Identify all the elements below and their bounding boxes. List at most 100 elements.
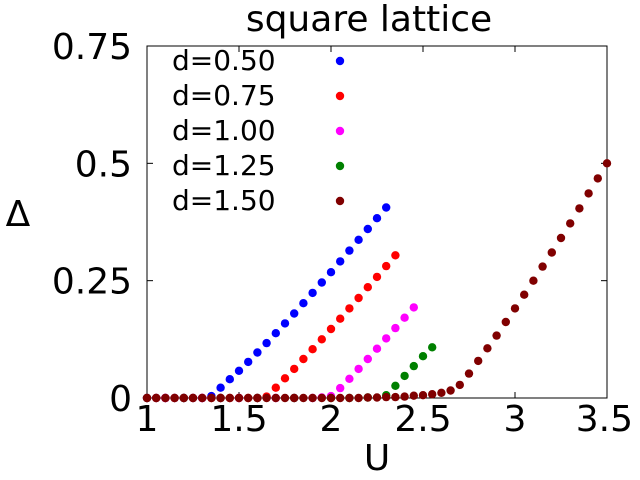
data-point — [336, 383, 345, 393]
data-point — [271, 393, 280, 403]
data-point — [428, 390, 437, 399]
y-tick-label: 0.25 — [52, 262, 132, 303]
data-point — [520, 290, 529, 299]
data-point — [575, 204, 584, 213]
data-point — [363, 354, 372, 364]
data-point — [326, 268, 336, 277]
data-point — [556, 233, 566, 243]
data-point — [336, 314, 345, 323]
data-point — [382, 203, 391, 212]
data-point — [372, 272, 382, 282]
data-point — [382, 334, 391, 343]
data-point — [409, 391, 418, 400]
data-point — [280, 319, 290, 328]
data-point — [354, 393, 363, 403]
y-axis-label: Δ — [6, 194, 31, 235]
data-point — [593, 174, 602, 183]
data-point — [336, 393, 345, 403]
data-point — [363, 224, 372, 234]
data-point — [225, 375, 234, 384]
data-point — [161, 393, 170, 403]
data-point — [290, 364, 299, 374]
data-point — [262, 393, 271, 403]
data-point — [538, 262, 547, 271]
data-point — [317, 335, 326, 344]
data-point — [391, 392, 400, 402]
legend-label: d=0.50 — [172, 44, 276, 77]
y-tick-label: 0.75 — [52, 27, 132, 68]
data-point — [280, 374, 290, 383]
data-point — [326, 324, 336, 334]
data-point — [253, 393, 262, 403]
data-point — [446, 386, 455, 395]
data-point — [188, 393, 198, 403]
data-point — [170, 393, 179, 403]
data-point — [280, 393, 290, 403]
data-point — [372, 344, 382, 353]
legend-label: d=1.25 — [172, 149, 276, 182]
data-point — [566, 219, 575, 228]
data-point — [216, 383, 225, 392]
data-point — [271, 329, 280, 338]
y-tick-label: 0 — [109, 379, 132, 420]
data-point — [336, 257, 345, 266]
data-point — [317, 393, 326, 403]
data-point — [345, 304, 354, 313]
data-point — [299, 393, 308, 403]
data-point — [299, 354, 308, 364]
data-point — [483, 344, 492, 353]
data-point — [372, 393, 382, 402]
data-point — [354, 235, 363, 244]
data-point — [602, 159, 612, 168]
data-point — [409, 361, 418, 371]
data-point — [437, 388, 446, 397]
data-point — [345, 374, 354, 383]
data-point — [382, 392, 391, 402]
data-point — [244, 393, 253, 403]
data-point — [326, 393, 336, 403]
data-point — [418, 352, 428, 361]
data-point — [262, 338, 271, 348]
data-point — [290, 309, 299, 318]
data-point — [152, 393, 161, 403]
x-tick-label: 3 — [504, 399, 527, 440]
chart-title: square lattice — [246, 0, 492, 40]
data-point — [409, 303, 418, 312]
data-point — [391, 251, 400, 260]
legend-marker — [335, 126, 345, 136]
series-d=1.50 — [142, 159, 612, 403]
data-point — [510, 304, 520, 313]
data-point — [400, 392, 409, 401]
data-point — [474, 356, 483, 366]
x-tick-label: 3.5 — [576, 399, 633, 440]
data-point — [372, 214, 382, 223]
x-axis-label: U — [364, 438, 390, 479]
y-tick-label: 0.5 — [75, 144, 132, 185]
data-point — [308, 345, 317, 354]
series-d=1.00 — [142, 303, 418, 403]
data-point — [354, 364, 363, 374]
legend-marker — [335, 196, 345, 206]
legend-marker — [335, 161, 345, 171]
data-point — [418, 391, 428, 400]
data-point — [455, 380, 464, 390]
data-point — [234, 366, 244, 375]
series-d=1.25 — [142, 343, 437, 403]
series-d=0.50 — [142, 203, 391, 403]
legend-label: d=1.00 — [172, 114, 276, 147]
data-point — [363, 283, 372, 292]
data-point — [584, 189, 593, 198]
data-point — [363, 393, 372, 402]
data-point — [529, 276, 538, 285]
x-axis-ticks: 1 1.5 2 2.5 3 3.5 — [136, 46, 633, 440]
data-point — [225, 393, 234, 403]
data-points — [142, 159, 612, 403]
data-point — [290, 393, 299, 403]
data-point — [308, 393, 317, 403]
legend-marker — [335, 91, 345, 101]
data-point — [198, 393, 207, 403]
data-point — [271, 383, 280, 392]
legend-marker — [335, 56, 345, 66]
data-point — [391, 323, 400, 333]
data-point — [142, 393, 152, 403]
